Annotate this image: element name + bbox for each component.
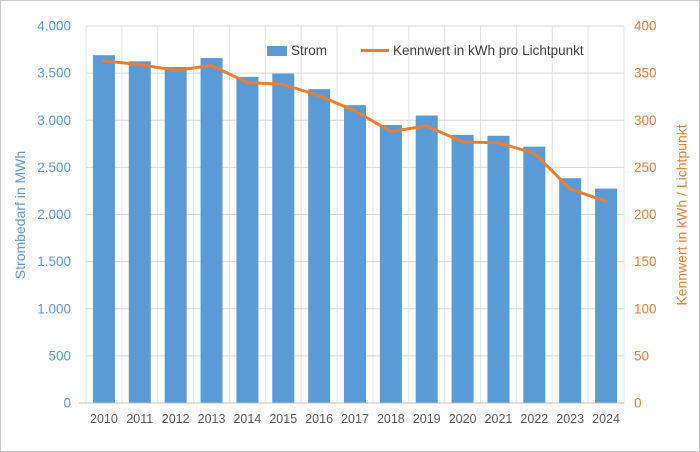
right-axis-tick-label: 250 <box>634 160 657 175</box>
legend-label-kennwert: Kennwert in kWh pro Lichtpunkt <box>393 43 584 58</box>
left-axis-tick-label: 2.500 <box>37 160 71 175</box>
legend-label-strom: Strom <box>291 43 328 58</box>
right-axis-tick-label: 300 <box>634 113 657 128</box>
legend-bar-swatch-icon <box>267 45 287 56</box>
x-axis-label: 2020 <box>449 412 477 426</box>
right-axis-tick-label: 200 <box>634 207 657 222</box>
x-axis-label: 2024 <box>592 412 620 426</box>
x-axis-label: 2018 <box>377 412 405 426</box>
bar-2017 <box>344 105 366 404</box>
kennwert-line <box>102 59 608 203</box>
bar-2024 <box>595 188 618 403</box>
x-axis-label: 2013 <box>198 412 226 426</box>
bar-2019 <box>415 115 438 403</box>
right-axis-tick-label: 0 <box>634 396 642 411</box>
bar-2015 <box>272 73 295 403</box>
x-axis-label: 2023 <box>556 412 584 426</box>
legend-item-strom: Strom <box>267 43 327 58</box>
bar-2021 <box>487 135 510 403</box>
bar-2012 <box>164 66 187 403</box>
right-axis-tick-label: 400 <box>634 19 657 34</box>
right-axis-tick-label: 100 <box>634 301 657 316</box>
x-axis-label: 2021 <box>485 412 513 426</box>
left-axis-tick-label: 1.500 <box>37 254 71 269</box>
bar-2016 <box>308 89 331 404</box>
right-axis-tick-label: 150 <box>634 254 657 269</box>
bar-2020 <box>451 134 474 403</box>
legend: Strom Kennwert in kWh pro Lichtpunkt <box>267 43 584 58</box>
bar-2018 <box>379 124 402 404</box>
x-axis-label: 2017 <box>341 412 369 426</box>
left-axis-tick-label: 3.500 <box>37 66 71 81</box>
x-axis-label: 2015 <box>269 412 297 426</box>
left-axis-tick-label: 0 <box>63 396 71 411</box>
left-axis-title: Strombedarf in MWh <box>12 150 28 279</box>
left-axis-title-wrap: Strombedarf in MWh <box>5 1 35 428</box>
right-axis-title: Kennwert in kWh / Lichtpunkt <box>674 123 690 306</box>
x-axis-label: 2012 <box>162 412 190 426</box>
x-axis-label: 2010 <box>90 412 118 426</box>
left-axis-tick-label: 500 <box>48 348 71 363</box>
x-axis-label: 2022 <box>520 412 548 426</box>
right-axis-tick-label: 350 <box>634 66 657 81</box>
x-axis-label: 2014 <box>233 412 261 426</box>
bar-2014 <box>236 76 259 404</box>
x-axis-label: 2011 <box>126 412 153 426</box>
bar-2013 <box>200 58 223 404</box>
bar-2023 <box>559 178 582 403</box>
left-axis-tick-label: 4.000 <box>37 19 71 34</box>
x-axis-label: 2016 <box>305 412 333 426</box>
left-axis-tick-label: 1.000 <box>37 301 71 316</box>
right-axis-title-wrap: Kennwert in kWh / Lichtpunkt <box>667 1 697 428</box>
legend-item-kennwert: Kennwert in kWh pro Lichtpunkt <box>361 43 584 58</box>
bar-2010 <box>92 55 115 403</box>
bar-2022 <box>523 146 546 403</box>
x-axis-label: 2019 <box>413 412 441 426</box>
right-axis-tick-label: 50 <box>634 348 649 363</box>
legend-line-swatch-icon <box>361 49 390 52</box>
left-axis-tick-label: 3.000 <box>37 113 71 128</box>
left-axis-tick-label: 2.000 <box>37 207 71 222</box>
bar-2011 <box>128 61 151 403</box>
